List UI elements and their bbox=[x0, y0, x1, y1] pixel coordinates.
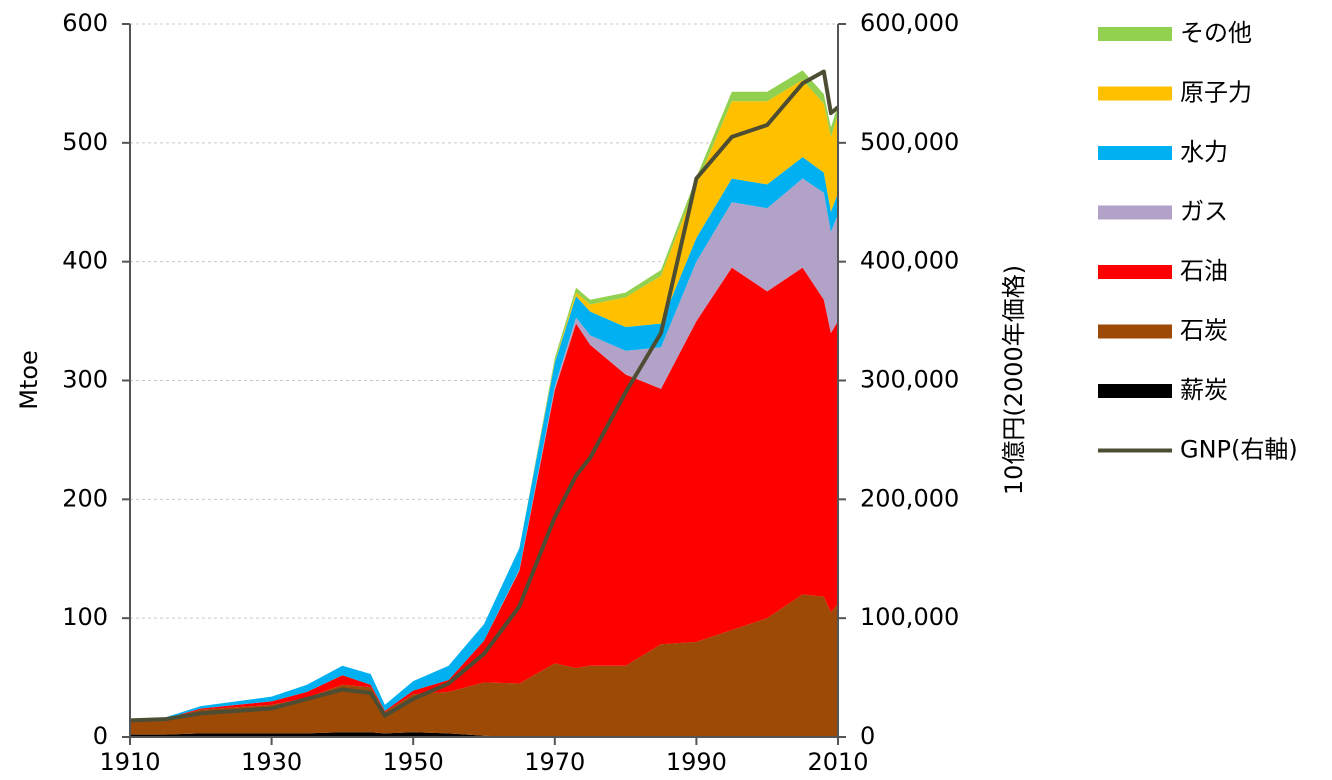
y-tick-label: 300 bbox=[62, 366, 108, 394]
area bbox=[130, 267, 838, 721]
legend-swatch bbox=[1098, 205, 1172, 220]
x-tick-label: 2010 bbox=[807, 748, 868, 776]
x-tick-label: 1970 bbox=[524, 748, 585, 776]
legend-label: 石油 bbox=[1180, 257, 1228, 285]
x-tick-label: 1930 bbox=[241, 748, 302, 776]
legend-label: 薪炭 bbox=[1180, 376, 1228, 404]
y2-tick-label: 400,000 bbox=[860, 247, 959, 275]
legend-swatch bbox=[1098, 86, 1172, 101]
legend-label: その他 bbox=[1180, 19, 1252, 47]
legend-label: 原子力 bbox=[1180, 79, 1252, 107]
y2-tick-label: 100,000 bbox=[860, 603, 959, 631]
legend-label: GNP(右軸) bbox=[1180, 436, 1298, 464]
area bbox=[130, 594, 838, 737]
area bbox=[130, 178, 838, 720]
y-tick-label: 600 bbox=[62, 9, 108, 37]
legend-swatch bbox=[1098, 384, 1172, 398]
x-tick-label: 1990 bbox=[666, 748, 727, 776]
legend-label: 水力 bbox=[1180, 138, 1228, 166]
legend-swatch bbox=[1098, 146, 1172, 160]
legend-swatch bbox=[1098, 324, 1172, 339]
y2-tick-label: 0 bbox=[860, 722, 875, 750]
area bbox=[130, 79, 838, 719]
y-tick-label: 100 bbox=[62, 603, 108, 631]
y2-axis-label: 10億円(2000年価格) bbox=[1000, 265, 1028, 495]
y2-tick-label: 600,000 bbox=[860, 9, 959, 37]
y-tick-label: 400 bbox=[62, 247, 108, 275]
legend-label: 石炭 bbox=[1180, 317, 1228, 345]
legend-label: ガス bbox=[1180, 198, 1228, 226]
y-tick-label: 500 bbox=[62, 128, 108, 156]
y-tick-label: 0 bbox=[93, 722, 108, 750]
x-tick-label: 1910 bbox=[99, 748, 160, 776]
y-axis-label: Mtoe bbox=[15, 350, 43, 410]
y-tick-label: 200 bbox=[62, 484, 108, 512]
y2-tick-label: 300,000 bbox=[860, 366, 959, 394]
y2-tick-label: 200,000 bbox=[860, 484, 959, 512]
x-tick-label: 1950 bbox=[383, 748, 444, 776]
legend-swatch bbox=[1098, 27, 1172, 41]
line bbox=[129, 69, 840, 723]
legend-swatch bbox=[1098, 265, 1172, 279]
y2-tick-label: 500,000 bbox=[860, 128, 959, 156]
